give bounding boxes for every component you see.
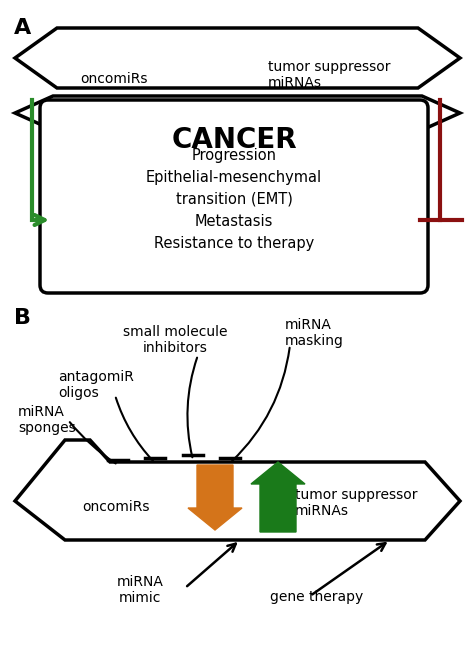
Text: antagomiR
oligos: antagomiR oligos	[58, 370, 134, 400]
Text: miRNA
sponges: miRNA sponges	[18, 405, 76, 436]
Text: tumor suppressor
miRNAs: tumor suppressor miRNAs	[268, 60, 391, 90]
Text: transition (EMT): transition (EMT)	[175, 192, 292, 207]
Polygon shape	[15, 96, 460, 130]
Text: CANCER: CANCER	[171, 126, 297, 154]
Text: oncomiRs: oncomiRs	[82, 500, 149, 514]
Text: Resistance to therapy: Resistance to therapy	[154, 236, 314, 251]
Polygon shape	[188, 465, 242, 530]
Text: gene therapy: gene therapy	[270, 590, 363, 604]
Text: oncomiRs: oncomiRs	[80, 72, 147, 86]
Text: Metastasis: Metastasis	[195, 214, 273, 229]
Polygon shape	[251, 462, 305, 532]
Text: A: A	[14, 18, 31, 38]
Text: Progression: Progression	[191, 148, 276, 163]
Text: Epithelial-mesenchymal: Epithelial-mesenchymal	[146, 170, 322, 185]
FancyBboxPatch shape	[40, 100, 428, 293]
Text: B: B	[14, 308, 31, 328]
Text: miRNA
masking: miRNA masking	[285, 318, 344, 348]
Polygon shape	[15, 28, 460, 88]
Text: small molecule
inhibitors: small molecule inhibitors	[123, 325, 227, 355]
Polygon shape	[15, 440, 460, 540]
Text: miRNA
mimic: miRNA mimic	[117, 575, 164, 605]
Text: tumor suppressor
miRNAs: tumor suppressor miRNAs	[295, 488, 418, 518]
